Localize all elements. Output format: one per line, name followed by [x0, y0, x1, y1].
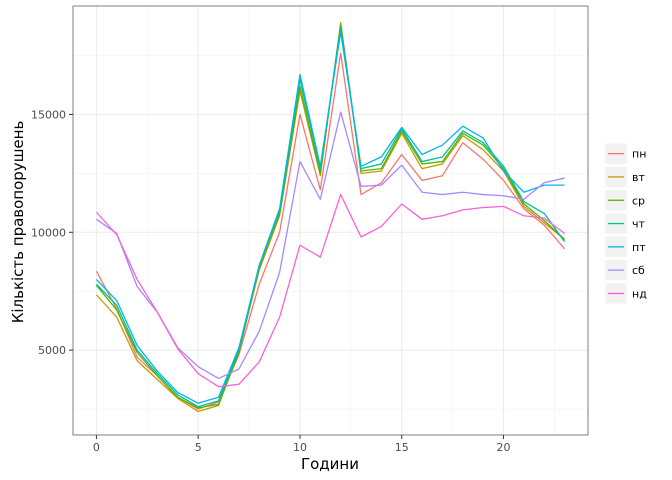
plot-panel: [73, 6, 588, 435]
x-tick-label: 0: [93, 441, 100, 454]
legend-label-пн: пн: [632, 148, 646, 161]
x-tick-label: 10: [293, 441, 307, 454]
legend: пн вт ср чт пт сб нд: [604, 141, 650, 309]
axes: 0 5 10 15 20 5000 10000 15000: [31, 5, 589, 454]
legend-label-чт: чт: [632, 218, 645, 231]
series-lines: [95, 21, 566, 413]
legend-label-пт: пт: [632, 241, 646, 254]
grid-lines: [73, 6, 588, 435]
y-tick-label: 10000: [31, 226, 66, 239]
y-tick-label: 5000: [38, 344, 66, 357]
plot-area: [73, 6, 588, 435]
x-tick-label: 15: [395, 441, 409, 454]
legend-label-сб: сб: [632, 264, 645, 277]
y-axis-title: Кількість правопорушень: [9, 121, 27, 324]
panel-border: [72, 5, 589, 436]
legend-label-нд: нд: [632, 287, 647, 300]
x-tick-label: 20: [497, 441, 511, 454]
y-tick-label: 15000: [31, 108, 66, 121]
series-line-пт: [95, 31, 565, 404]
x-tick-label: 5: [195, 441, 202, 454]
series-line-нд: [95, 193, 565, 388]
legend-label-ср: ср: [632, 194, 645, 207]
x-axis-title: Години: [301, 455, 359, 473]
legend-label-вт: вт: [632, 171, 645, 184]
